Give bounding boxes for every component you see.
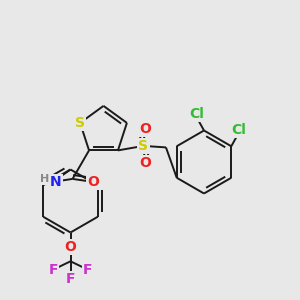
- Text: F: F: [48, 263, 58, 277]
- Text: Cl: Cl: [189, 107, 204, 121]
- Text: Cl: Cl: [231, 123, 246, 137]
- Text: F: F: [66, 272, 75, 286]
- Text: N: N: [50, 175, 62, 189]
- Text: S: S: [139, 139, 148, 153]
- Text: O: O: [87, 175, 99, 189]
- Text: O: O: [64, 240, 76, 254]
- Text: S: S: [75, 116, 85, 130]
- Text: H: H: [40, 174, 49, 184]
- Text: O: O: [139, 156, 151, 170]
- Text: F: F: [83, 263, 93, 277]
- Text: O: O: [139, 122, 151, 136]
